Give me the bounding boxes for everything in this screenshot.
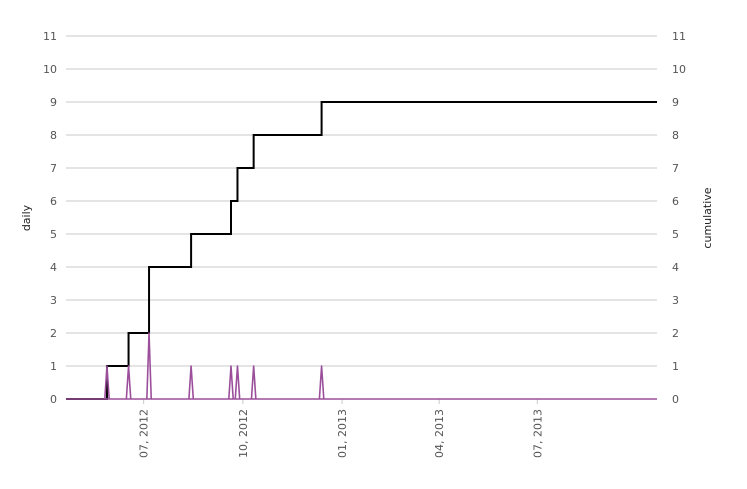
y-tick-label-left: 7 bbox=[50, 162, 57, 175]
x-tick-label: 07, 2013 bbox=[531, 409, 544, 458]
y-tick-label-right: 9 bbox=[672, 96, 679, 109]
y-tick-label-right: 0 bbox=[672, 393, 679, 406]
y-axis-title-left: daily bbox=[20, 204, 33, 231]
y-tick-label-left: 5 bbox=[50, 228, 57, 241]
y-tick-label-right: 7 bbox=[672, 162, 679, 175]
y-tick-label-right: 6 bbox=[672, 195, 679, 208]
y-tick-label-left: 4 bbox=[50, 261, 57, 274]
y-axis-title-right: cumulative bbox=[701, 187, 714, 248]
x-tick-label: 01, 2013 bbox=[336, 409, 349, 458]
y-tick-label-right: 5 bbox=[672, 228, 679, 241]
y-tick-label-left: 0 bbox=[50, 393, 57, 406]
y-tick-label-left: 10 bbox=[43, 63, 57, 76]
y-tick-label-left: 2 bbox=[50, 327, 57, 340]
x-tick-label: 10, 2012 bbox=[237, 409, 250, 458]
y-tick-label-left: 6 bbox=[50, 195, 57, 208]
y-tick-label-right: 2 bbox=[672, 327, 679, 340]
daily-spike bbox=[125, 365, 132, 400]
daily-spike bbox=[146, 332, 153, 400]
y-tick-label-left: 9 bbox=[50, 96, 57, 109]
x-tick-label: 04, 2013 bbox=[433, 409, 446, 458]
daily-spike bbox=[103, 365, 110, 400]
series-layer bbox=[66, 101, 657, 400]
y-tick-label-right: 4 bbox=[672, 261, 679, 274]
daily-spike bbox=[234, 365, 241, 400]
y-tick-label-right: 3 bbox=[672, 294, 679, 307]
cumulative-line bbox=[66, 101, 657, 400]
x-tick-label: 07, 2012 bbox=[138, 409, 151, 458]
daily-spike bbox=[188, 365, 195, 400]
daily-spike bbox=[228, 365, 235, 400]
y-tick-label-left: 8 bbox=[50, 129, 57, 142]
y-tick-label-right: 8 bbox=[672, 129, 679, 142]
daily-spike bbox=[250, 365, 257, 400]
right-axis: 0 1 2 3 4 5 6 7 8 9 10 11 bbox=[672, 30, 686, 406]
y-tick-label-left: 3 bbox=[50, 294, 57, 307]
y-tick-label-left: 11 bbox=[43, 30, 57, 43]
y-tick-label-right: 1 bbox=[672, 360, 679, 373]
left-axis: 0 1 2 3 4 5 6 7 8 9 10 11 bbox=[43, 30, 57, 406]
y-tick-label-left: 1 bbox=[50, 360, 57, 373]
y-tick-label-right: 10 bbox=[672, 63, 686, 76]
x-axis: 07, 2012 10, 2012 01, 2013 04, 2013 07, 2013 bbox=[138, 399, 544, 458]
y-tick-label-right: 11 bbox=[672, 30, 686, 43]
daily-spike bbox=[318, 365, 325, 400]
grid-layer bbox=[66, 35, 657, 400]
